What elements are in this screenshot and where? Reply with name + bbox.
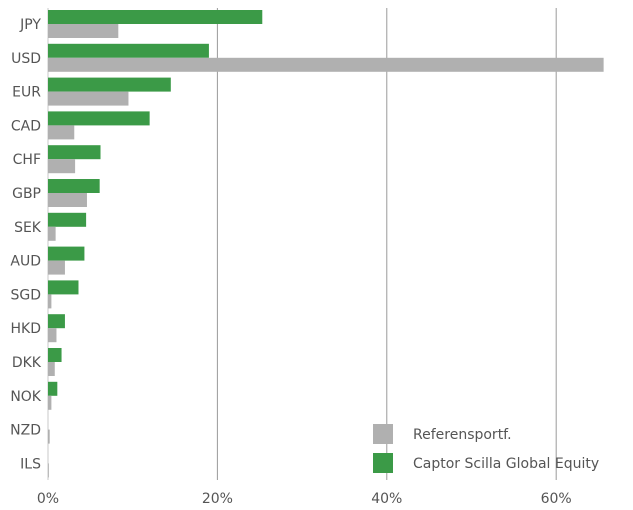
category-label-usd: USD: [11, 51, 41, 67]
bar-equity-chf: [48, 145, 101, 160]
bar-equity-aud: [48, 246, 85, 261]
bar-equity-hkd: [48, 314, 65, 329]
bar-reference-chf: [48, 159, 76, 174]
bar-reference-dkk: [48, 362, 55, 376]
legend: Referensportf. Captor Scilla Global Equit…: [373, 424, 599, 473]
category-label-eur: EUR: [12, 85, 41, 101]
category-label-gbp: GBP: [12, 186, 41, 202]
bar-reference-nok: [48, 395, 52, 410]
category-label-dkk: DKK: [12, 355, 42, 371]
bar-equity-dkk: [48, 348, 62, 362]
bar-reference-aud: [48, 260, 65, 275]
legend-swatch-1: [373, 453, 393, 473]
bar-equity-jpy: [48, 10, 263, 24]
bar-equity-nok: [48, 381, 58, 396]
bar-reference-eur: [48, 91, 129, 106]
x-axis-ticks: 0% 20% 40% 60%: [37, 491, 572, 507]
x-tick-label: 60%: [541, 491, 572, 507]
category-label-sek: SEK: [14, 220, 42, 236]
bar-reference-nzd: [48, 429, 50, 444]
x-tick-label: 20%: [202, 491, 233, 507]
category-label-aud: AUD: [10, 254, 41, 270]
x-tick-label: 40%: [371, 491, 402, 507]
bar-equity-sgd: [48, 280, 79, 295]
legend-label-1: Captor Scilla Global Equity: [413, 456, 599, 472]
category-label-cad: CAD: [11, 118, 41, 134]
bar-reference-usd: [48, 57, 604, 72]
category-label-jpy: JPY: [19, 17, 41, 33]
bar-equity-usd: [48, 43, 209, 58]
legend-swatch-0: [373, 424, 393, 444]
bar-equity-sek: [48, 212, 87, 227]
bar-reference-jpy: [48, 24, 119, 38]
category-label-nok: NOK: [10, 389, 41, 405]
bar-equity-gbp: [48, 179, 100, 193]
bar-series: [48, 10, 604, 478]
category-label-nzd: NZD: [10, 423, 41, 439]
bar-reference-gbp: [48, 193, 87, 207]
bar-reference-cad: [48, 125, 75, 140]
bar-equity-eur: [48, 77, 171, 92]
category-label-chf: CHF: [13, 152, 41, 168]
category-label-hkd: HKD: [11, 321, 42, 337]
x-tick-label: 0%: [37, 491, 59, 507]
category-label-sgd: SGD: [10, 287, 41, 303]
legend-label-0: Referensportf.: [413, 427, 512, 443]
bar-reference-hkd: [48, 328, 57, 343]
bar-reference-sgd: [48, 294, 52, 309]
category-label-ils: ILS: [20, 456, 41, 472]
bar-equity-cad: [48, 111, 150, 126]
bar-reference-sek: [48, 226, 56, 241]
category-labels: JPY USD EUR CAD CHF GBP SEK AUD SGD HKD DKK NOK NZD I…: [10, 17, 42, 472]
bar-reference-ils: [48, 463, 49, 478]
